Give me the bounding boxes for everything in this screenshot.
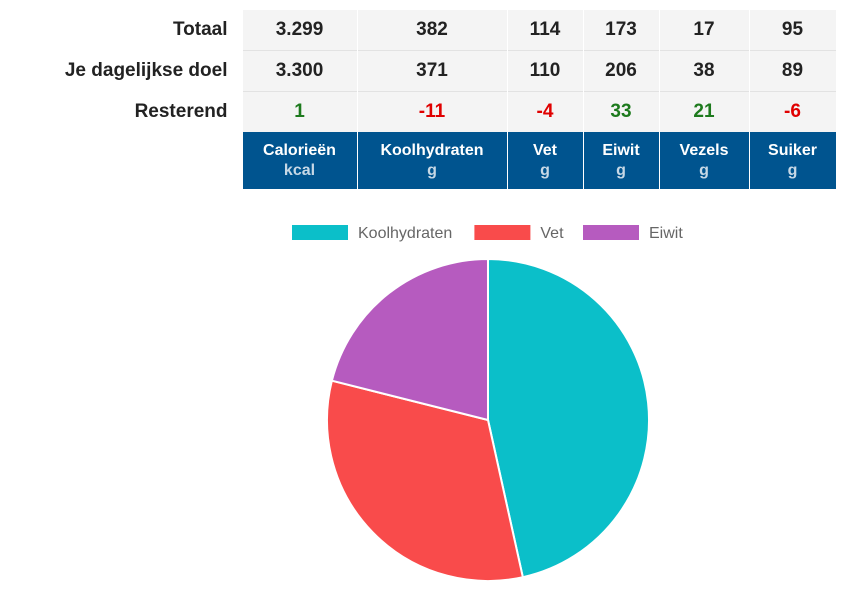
header-spacer — [0, 132, 242, 189]
cell-totaal-calorieen: 3.299 — [241, 10, 357, 51]
legend-swatch-vet — [474, 225, 531, 240]
legend-label-koolhydraten: Koolhydraten — [358, 225, 452, 242]
macronutrient-pie-chart: Koolhydraten Vet Eiwit — [292, 225, 683, 582]
column-name-koolhydraten: Koolhydraten — [380, 141, 484, 159]
cell-resterend-koolhydraten: -11 — [356, 91, 507, 132]
legend-swatch-koolhydraten — [292, 225, 348, 240]
pie-slices — [326, 257, 651, 582]
column-unit-koolhydraten: g — [427, 161, 437, 179]
column-header-eiwit: Eiwit g — [582, 132, 659, 189]
table-row-totaal: Totaal 3.299 382 114 173 17 95 — [0, 10, 836, 51]
nutrition-summary-table: Totaal 3.299 382 114 173 17 95 Je dageli… — [0, 10, 836, 189]
column-header-calorieen: Calorieën kcal — [241, 132, 357, 189]
column-unit-calorieen: kcal — [283, 161, 316, 179]
cell-totaal-koolhydraten: 382 — [356, 10, 507, 51]
cell-doel-eiwit: 206 — [582, 50, 659, 92]
cell-resterend-vezels: 21 — [658, 91, 749, 132]
row-label-doel: Je dagelijkse doel — [0, 50, 242, 92]
cell-totaal-vet: 114 — [506, 10, 583, 51]
column-header-koolhydraten: Koolhydraten g — [356, 132, 507, 189]
cell-totaal-eiwit: 173 — [582, 10, 659, 51]
column-name-suiker: Suiker — [768, 141, 817, 159]
column-unit-vet: g — [540, 161, 550, 179]
cell-doel-koolhydraten: 371 — [356, 50, 507, 92]
cell-doel-suiker: 89 — [748, 50, 836, 92]
cell-resterend-suiker: -6 — [748, 91, 836, 132]
table-column-headers: Calorieën kcal Koolhydraten g Vet g Eiwit g … — [0, 132, 836, 189]
cell-doel-vezels: 38 — [658, 50, 749, 92]
column-unit-eiwit: g — [616, 161, 626, 179]
column-name-vezels: Vezels — [679, 141, 729, 159]
legend-label-eiwit: Eiwit — [649, 225, 683, 242]
pie-slice-koolhydraten — [487, 257, 651, 579]
cell-resterend-eiwit: 33 — [582, 91, 659, 132]
cell-totaal-vezels: 17 — [658, 10, 749, 51]
column-unit-vezels: g — [699, 161, 709, 179]
cell-resterend-calorieen: 1 — [241, 91, 357, 132]
cell-doel-calorieen: 3.300 — [241, 50, 357, 92]
column-header-suiker: Suiker g — [748, 132, 836, 189]
row-label-totaal: Totaal — [0, 10, 242, 51]
column-unit-suiker: g — [787, 161, 798, 179]
cell-doel-vet: 110 — [506, 50, 583, 92]
column-name-calorieen: Calorieën — [263, 141, 336, 159]
column-header-vezels: Vezels g — [658, 132, 749, 189]
legend-label-vet: Vet — [540, 225, 564, 242]
legend-swatch-eiwit — [583, 225, 639, 240]
column-name-eiwit: Eiwit — [602, 141, 640, 159]
table-row-doel: Je dagelijkse doel 3.300 371 110 206 38 … — [0, 50, 836, 92]
table-row-resterend: Resterend 1 -11 -4 33 21 -6 — [0, 91, 836, 132]
row-label-resterend: Resterend — [0, 91, 242, 132]
pie-slice-eiwit — [330, 257, 489, 422]
column-header-vet: Vet g — [506, 132, 583, 189]
pie-slice-vet — [326, 379, 525, 582]
cell-totaal-suiker: 95 — [748, 10, 836, 51]
cell-resterend-vet: -4 — [506, 91, 583, 132]
column-name-vet: Vet — [532, 141, 557, 159]
chart-legend: Koolhydraten Vet Eiwit — [292, 225, 683, 242]
